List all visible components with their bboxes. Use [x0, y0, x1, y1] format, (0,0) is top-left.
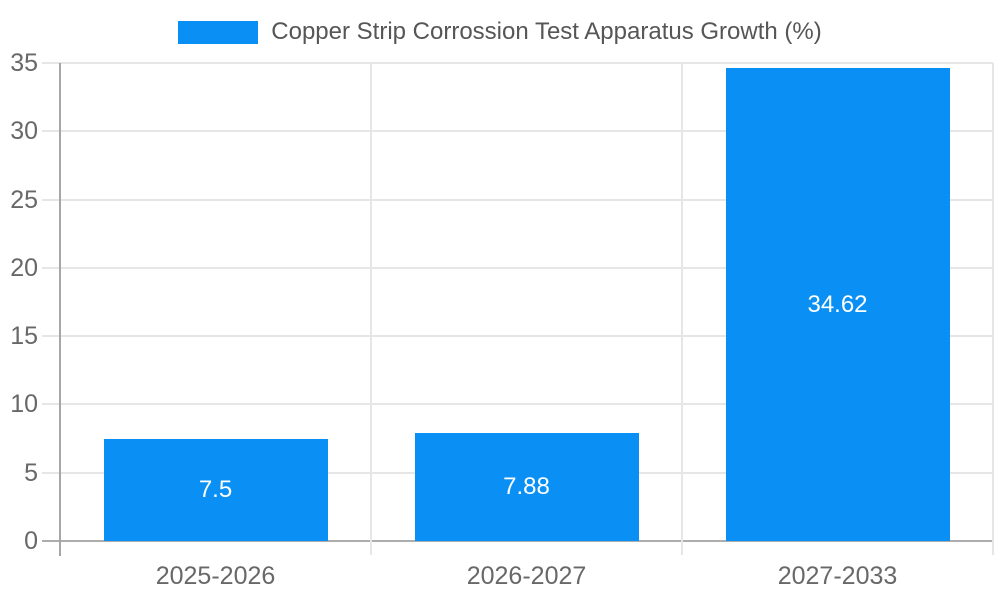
bar — [103, 438, 328, 541]
gridline — [42, 403, 993, 406]
gridline — [42, 198, 993, 201]
y-axis-line — [59, 63, 61, 556]
x-tick-label: 2027-2033 — [777, 562, 898, 590]
legend-label: Copper Strip Corrossion Test Apparatus G… — [271, 18, 822, 45]
y-tick-label: 25 — [10, 185, 38, 214]
y-tick-label: 30 — [10, 117, 38, 146]
bar — [414, 433, 639, 541]
chart-legend: Copper Strip Corrossion Test Apparatus G… — [0, 18, 1000, 46]
y-tick-label: 15 — [10, 322, 38, 351]
y-tick-label: 10 — [10, 390, 38, 419]
y-tick-label: 0 — [24, 527, 38, 555]
vertical-gridline — [992, 63, 994, 555]
bar-value-label: 34.62 — [807, 290, 868, 318]
x-tick-label: 2026-2027 — [466, 562, 587, 590]
plot-area: 7.5 7.88 34.62 0 5 10 15 20 25 30 35 2025-2026 202… — [10, 49, 994, 590]
gridline — [42, 266, 993, 269]
bar — [725, 68, 950, 541]
x-tick-label: 2025-2026 — [155, 562, 276, 590]
bar-value-label: 7.5 — [198, 475, 233, 503]
gridline — [42, 130, 993, 133]
vertical-gridline — [681, 63, 683, 555]
y-tick-label: 20 — [10, 253, 38, 282]
gridline — [42, 62, 993, 64]
x-axis-baseline — [42, 540, 993, 542]
gridline — [42, 335, 993, 338]
vertical-gridline — [370, 63, 372, 555]
bar-value-label: 7.88 — [503, 473, 550, 501]
y-tick-label: 35 — [10, 49, 38, 77]
legend-swatch-icon — [178, 20, 259, 44]
y-tick-label: 5 — [24, 458, 38, 487]
